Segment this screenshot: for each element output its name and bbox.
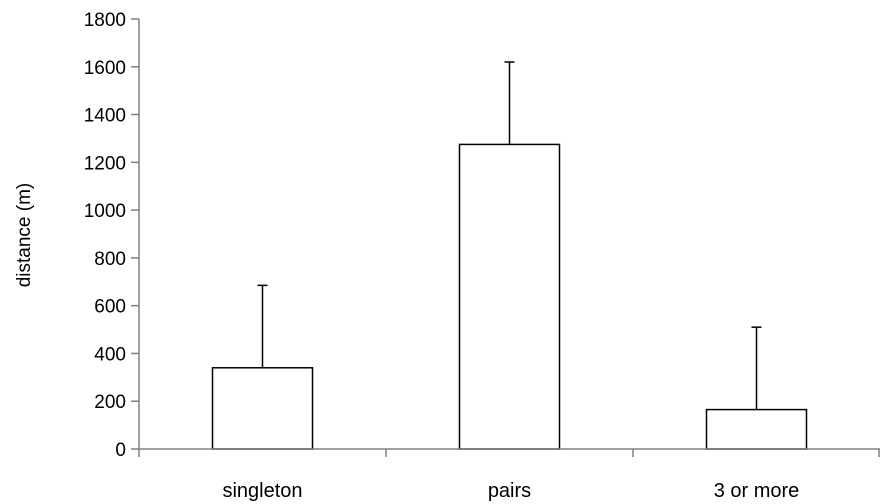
y-tick-label: 0 xyxy=(115,440,126,461)
y-tick-label: 600 xyxy=(94,297,126,318)
x-category-label: pairs xyxy=(488,480,531,502)
bar-singleton xyxy=(211,367,314,450)
error-bars xyxy=(257,61,762,410)
y-tick-label: 1000 xyxy=(84,201,126,222)
y-axis-title: distance (m) xyxy=(14,183,35,288)
y-tick-label: 400 xyxy=(94,344,126,365)
y-axis-ticks: 0 200 400 600 800 1000 1200 1400 1600 1800 xyxy=(84,10,139,461)
y-tick-label: 1400 xyxy=(84,106,126,127)
y-tick-label: 200 xyxy=(94,392,126,413)
y-tick-label: 1800 xyxy=(84,10,126,31)
bar-3-or-more xyxy=(705,408,808,450)
axes xyxy=(138,19,880,457)
y-tick-label: 800 xyxy=(94,249,126,270)
x-category-label: 3 or more xyxy=(714,480,800,502)
bar-pairs xyxy=(458,143,561,450)
bars xyxy=(211,143,808,450)
y-tick-label: 1200 xyxy=(84,153,126,174)
x-category-label: singleton xyxy=(222,480,302,502)
x-axis-labels: singleton pairs 3 or more xyxy=(222,480,799,502)
y-tick-label: 1600 xyxy=(84,58,126,79)
